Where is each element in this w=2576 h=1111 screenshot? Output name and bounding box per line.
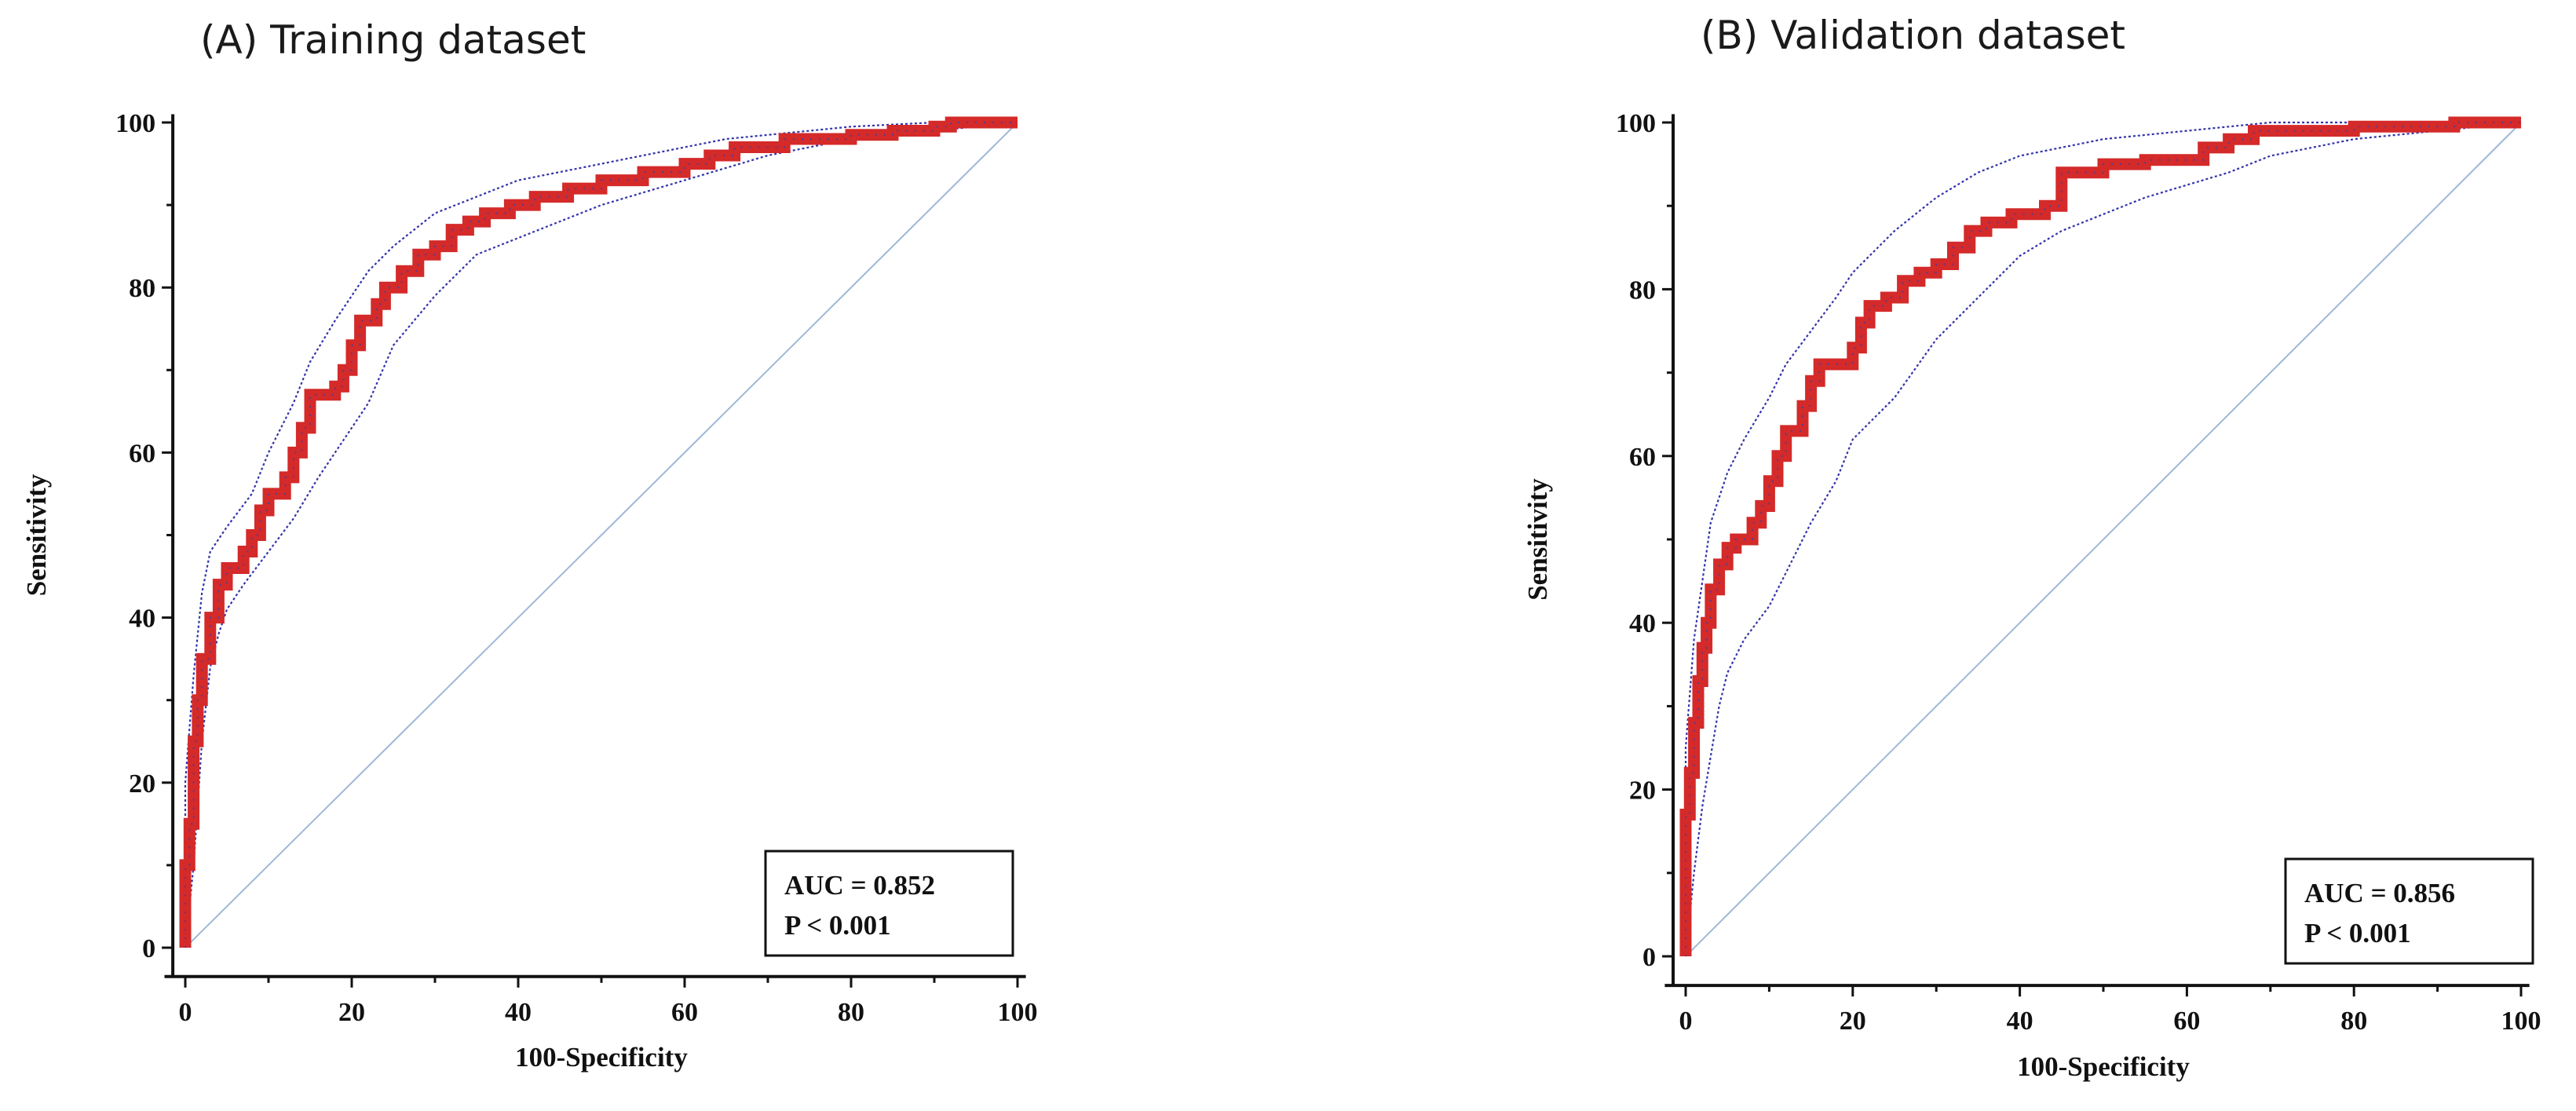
y-tick-label: 0 <box>142 934 155 963</box>
auc-box-frame <box>2284 857 2534 965</box>
p-value: P < 0.001 <box>784 910 891 941</box>
95-ci-upper-a <box>184 121 1018 948</box>
y-tick-label: 40 <box>1629 609 1656 638</box>
auc-box-frame <box>764 850 1014 957</box>
x-tick-label: 60 <box>2173 1007 2200 1036</box>
x-tick-label: 40 <box>505 998 532 1027</box>
x-tick-label: 20 <box>338 998 365 1027</box>
auc-value: AUC = 0.852 <box>784 870 935 901</box>
reference-line-b <box>1685 122 2522 957</box>
x-tick-label: 0 <box>179 998 192 1027</box>
x-tick-label: 0 <box>1679 1007 1693 1036</box>
x-tick-label: 60 <box>671 998 698 1027</box>
panel-title-a: (A) Training dataset <box>200 17 586 63</box>
x-tick-label: 100 <box>998 998 1038 1027</box>
95-ci-lower-b <box>1684 121 2522 957</box>
y-tick-label: 60 <box>129 439 155 468</box>
y-tick-label: 60 <box>1629 443 1656 472</box>
x-tick-label: 100 <box>2501 1007 2541 1036</box>
roc-marker-texture-b <box>1685 122 2521 956</box>
auc-value: AUC = 0.856 <box>2304 878 2455 908</box>
y-axis-label-b: Sensitivity <box>1522 478 1553 601</box>
p-value: P < 0.001 <box>2304 918 2411 948</box>
95-ci-lower-a <box>184 121 1018 948</box>
panel-title-b: (B) Validation dataset <box>1701 13 2125 58</box>
y-tick-label: 0 <box>1642 943 1656 972</box>
y-tick-label: 100 <box>115 109 155 138</box>
y-axis-label-a: Sensitivity <box>21 473 52 596</box>
y-tick-label: 80 <box>1629 276 1656 305</box>
reference-line-a <box>185 122 1018 948</box>
x-tick-label: 40 <box>2007 1007 2033 1036</box>
x-tick-label: 80 <box>838 998 864 1027</box>
roc-curve-a <box>179 116 1018 948</box>
auc-box-b: AUC = 0.856 P < 0.001 <box>2284 857 2534 965</box>
x-tick-label: 20 <box>1840 1007 1866 1036</box>
y-tick-label: 80 <box>129 274 155 303</box>
y-tick-label: 40 <box>129 605 155 634</box>
y-tick-label: 20 <box>129 769 155 799</box>
roc-panel-a: (A) Training dataset 0 20 40 60 80 100 0 20 40 60 8… <box>21 17 1038 1073</box>
95-ci-upper-b <box>1684 121 2521 956</box>
y-tick-label: 20 <box>1629 777 1656 806</box>
x-axis-label-b: 100-Specificity <box>2017 1051 2190 1082</box>
x-axis-label-a: 100-Specificity <box>515 1042 688 1073</box>
y-tick-label: 100 <box>1616 109 1656 138</box>
x-tick-label: 80 <box>2340 1007 2367 1036</box>
auc-box-a: AUC = 0.852 P < 0.001 <box>764 850 1014 957</box>
roc-panel-b: (B) Validation dataset 0 20 40 60 80 100 0 20 40 6… <box>1522 13 2541 1082</box>
